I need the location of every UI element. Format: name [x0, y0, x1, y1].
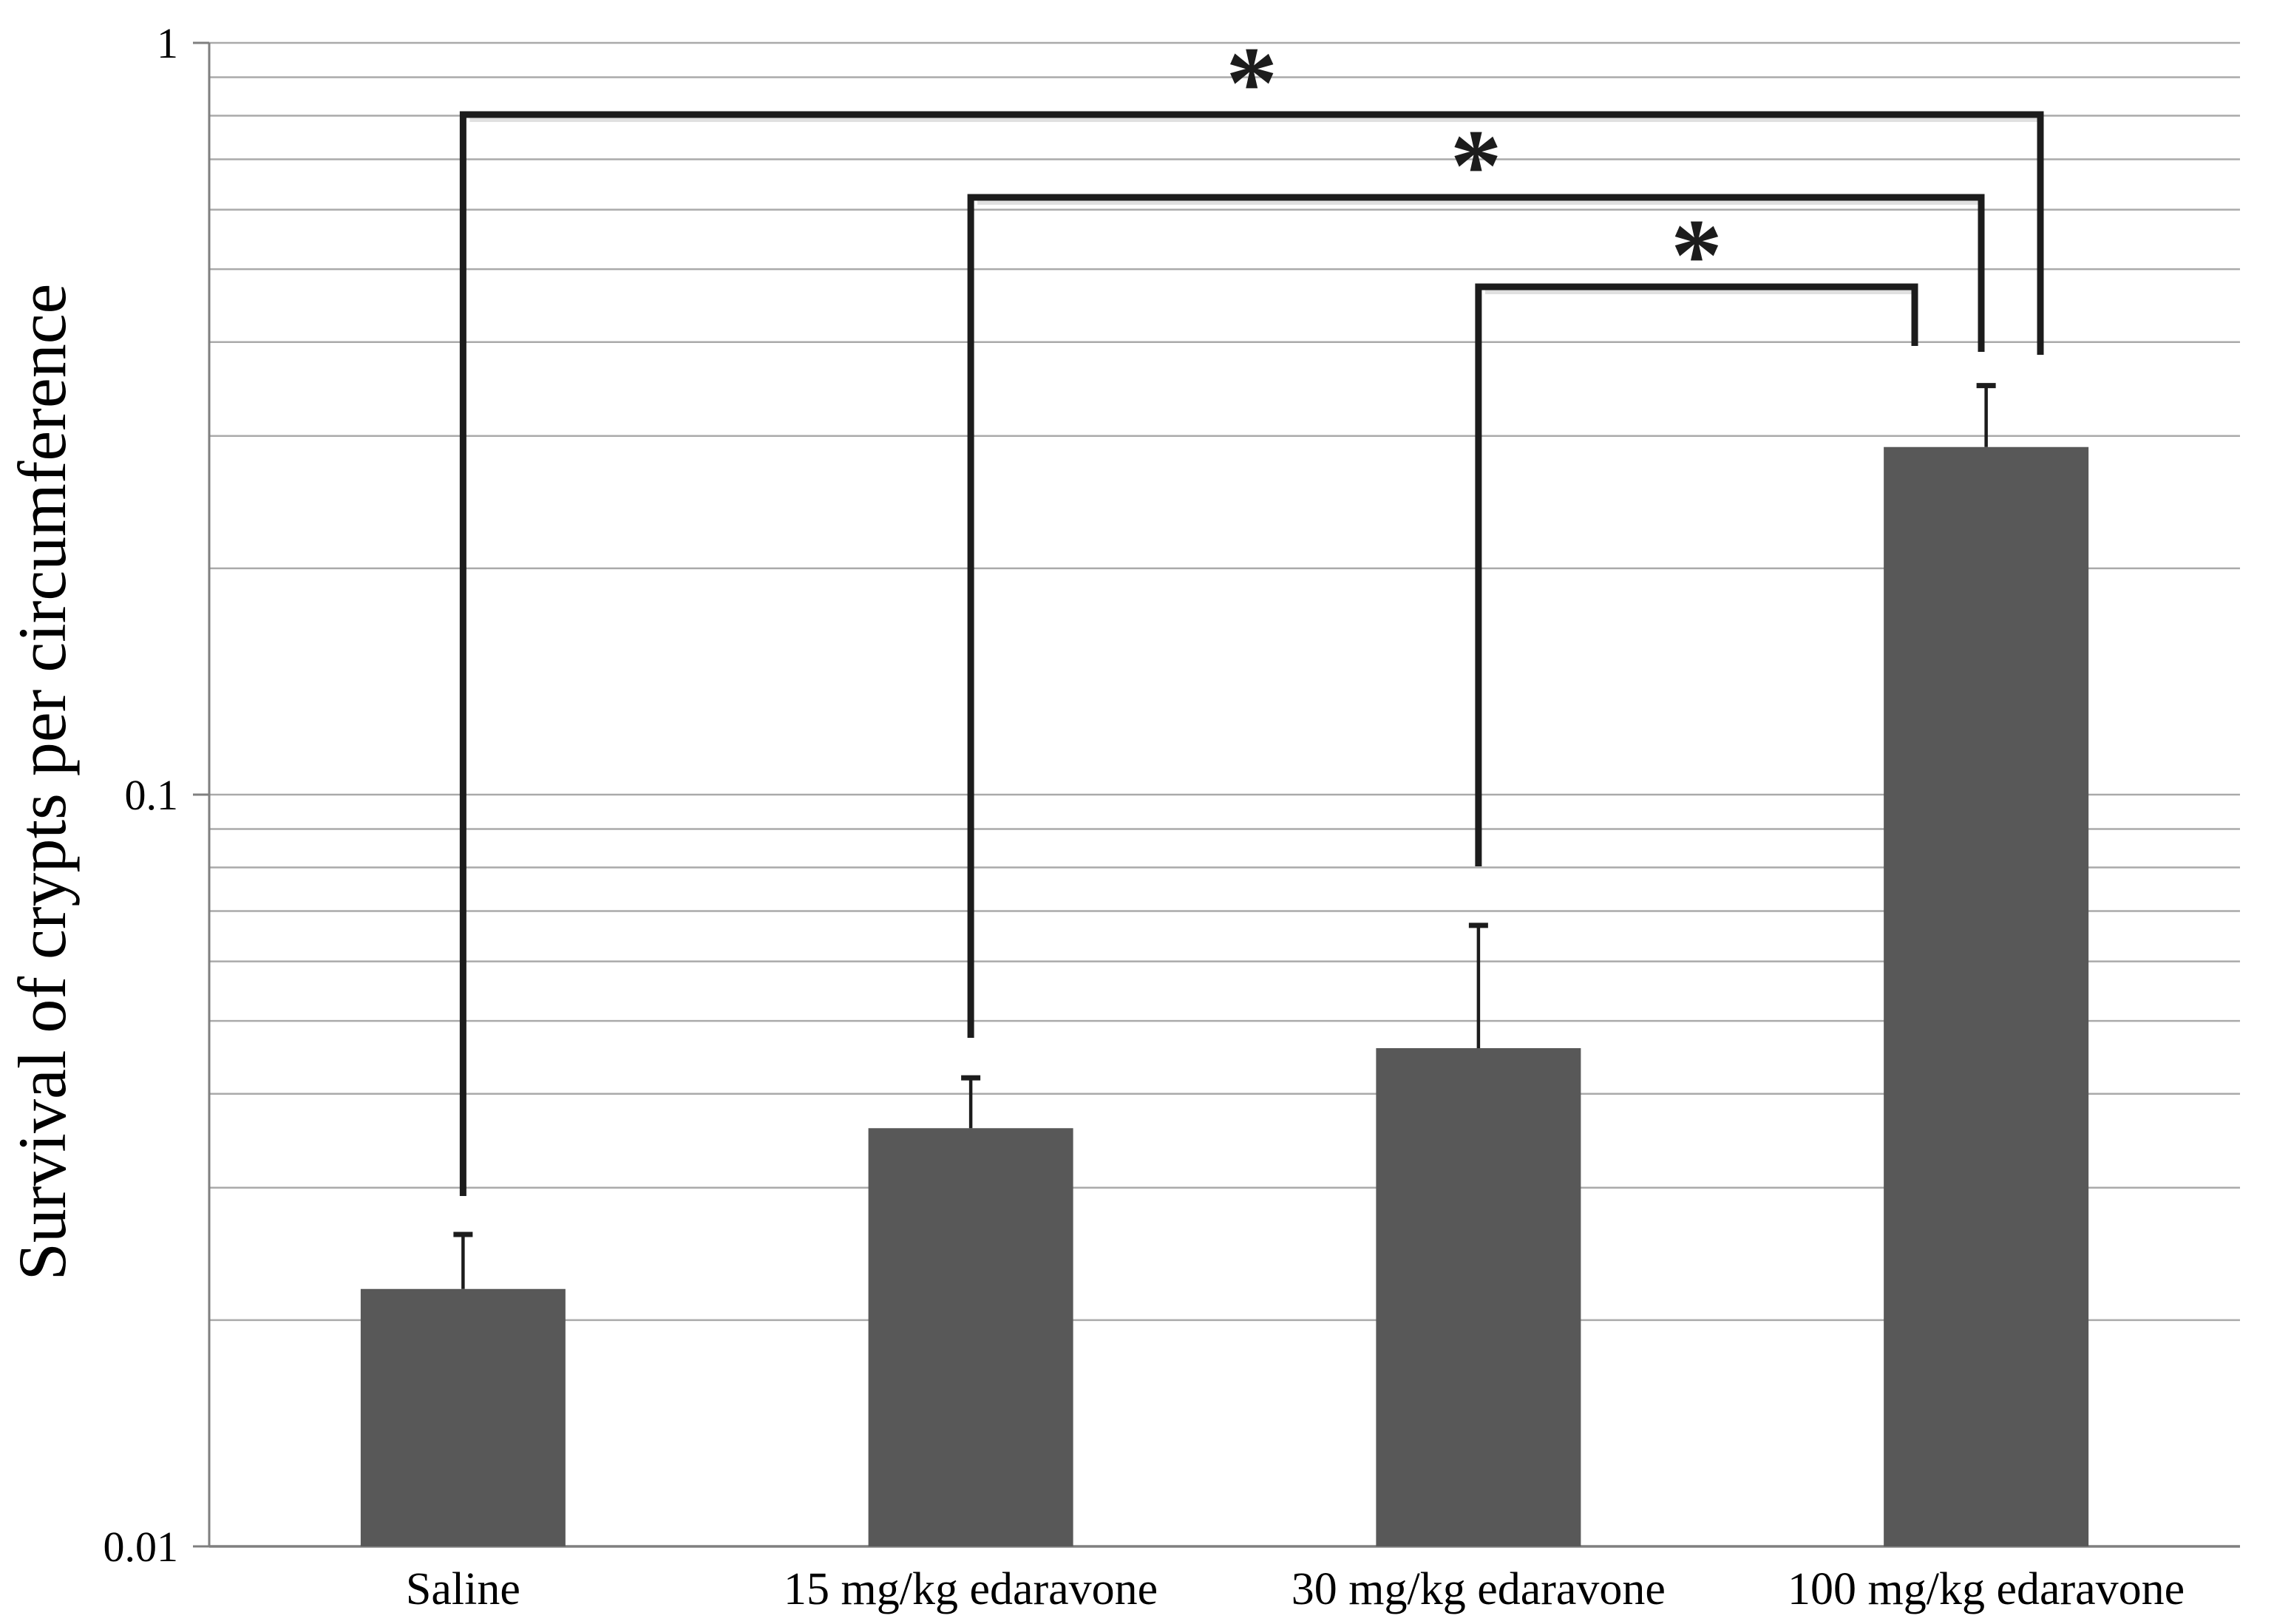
significance-asterisk: * [1671, 198, 1723, 313]
y-tick-label: 0.01 [103, 1523, 179, 1571]
x-category-label: 30 mg/kg edaravone [1292, 1564, 1666, 1614]
y-tick-label: 1 [157, 19, 178, 67]
bar [1884, 446, 2089, 1546]
bar [1376, 1047, 1581, 1546]
x-category-label: Saline [406, 1564, 520, 1614]
significance-bracket [459, 111, 2044, 1196]
bar [360, 1288, 566, 1546]
significance-asterisk: * [1450, 109, 1502, 223]
significance-asterisk: * [1226, 26, 1277, 140]
significance-bracket [967, 194, 1985, 1038]
y-tick-label: 0.1 [125, 771, 179, 819]
x-category-label: 100 mg/kg edaravone [1788, 1564, 2185, 1614]
significance-bracket [1475, 283, 1918, 866]
x-category-label: 15 mg/kg edaravone [784, 1564, 1158, 1614]
bar [868, 1128, 1073, 1546]
